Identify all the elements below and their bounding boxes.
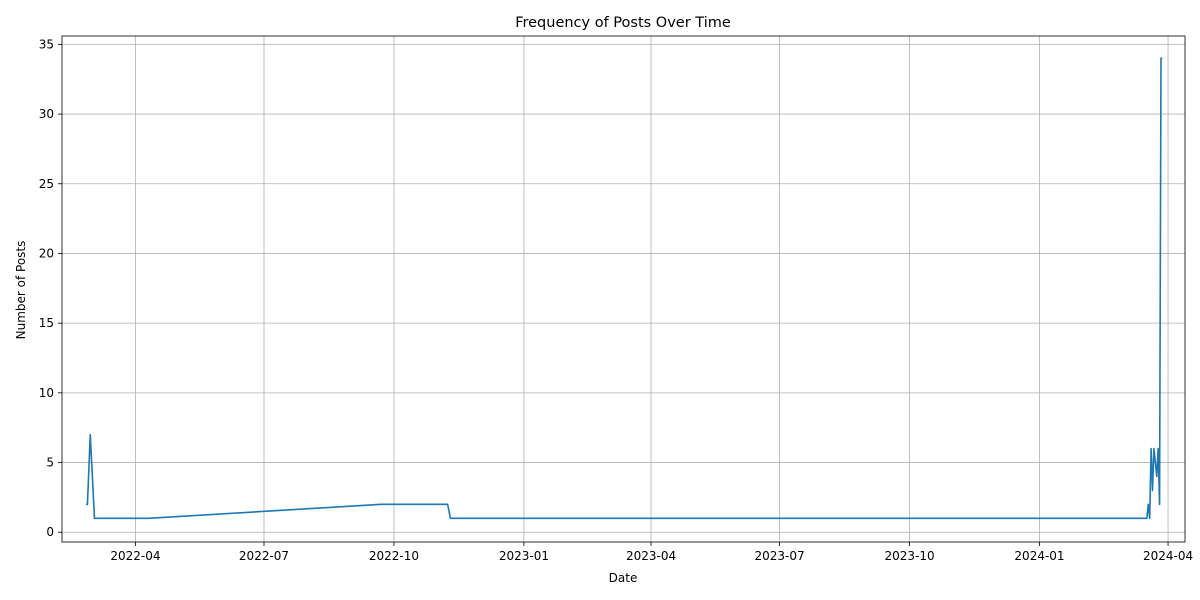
x-tick-label: 2022-10 (369, 549, 419, 563)
y-tick-label: 35 (39, 37, 54, 51)
x-tick-label: 2023-10 (884, 549, 934, 563)
chart-title: Frequency of Posts Over Time (515, 15, 731, 31)
y-axis-label: Number of Posts (14, 241, 28, 340)
y-tick-label: 30 (39, 107, 54, 121)
y-tick-label: 10 (39, 386, 54, 400)
series-layer (86, 57, 1163, 520)
x-axis-label: Date (609, 571, 638, 585)
plot-frame (61, 35, 1186, 543)
y-axis: 0 5 10 15 20 25 30 35 (39, 37, 62, 539)
y-tick-label: 20 (39, 246, 54, 260)
grid (62, 36, 1185, 542)
x-tick-label: 2023-07 (755, 549, 805, 563)
y-tick-label: 25 (39, 177, 54, 191)
x-tick-label: 2024-04 (1143, 549, 1193, 563)
x-axis: 2022-04 2022-07 2022-10 2023-01 2023-04 2023-… (110, 542, 1193, 563)
x-tick-label: 2024-01 (1014, 549, 1064, 563)
x-tick-label: 2023-01 (499, 549, 549, 563)
y-tick-label: 0 (46, 525, 54, 539)
x-tick-label: 2023-04 (626, 549, 676, 563)
y-tick-label: 5 (46, 456, 54, 470)
x-tick-label: 2022-04 (110, 549, 160, 563)
series-line (86, 57, 1163, 520)
x-tick-label: 2022-07 (239, 549, 289, 563)
y-tick-label: 15 (39, 316, 54, 330)
